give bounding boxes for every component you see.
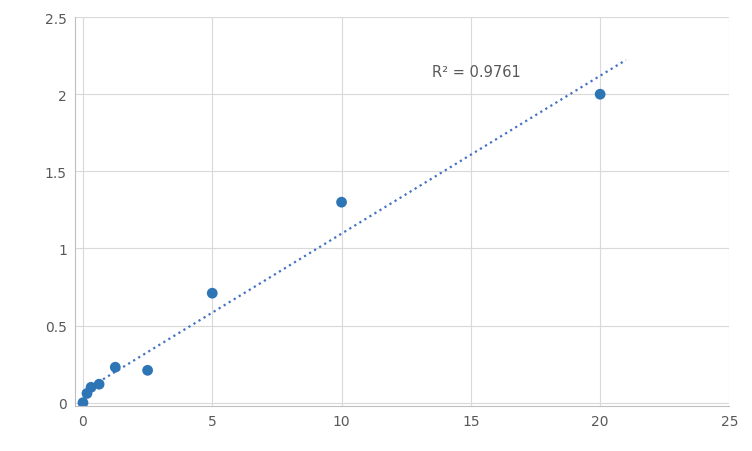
Point [206,290,218,297]
Point [77,399,89,406]
Point [85,384,97,391]
Text: R² = 0.9761: R² = 0.9761 [432,64,521,80]
Point [594,92,606,99]
Point [109,364,121,371]
Point [335,199,347,207]
Point [93,381,105,388]
Point [141,367,153,374]
Point [81,390,93,397]
